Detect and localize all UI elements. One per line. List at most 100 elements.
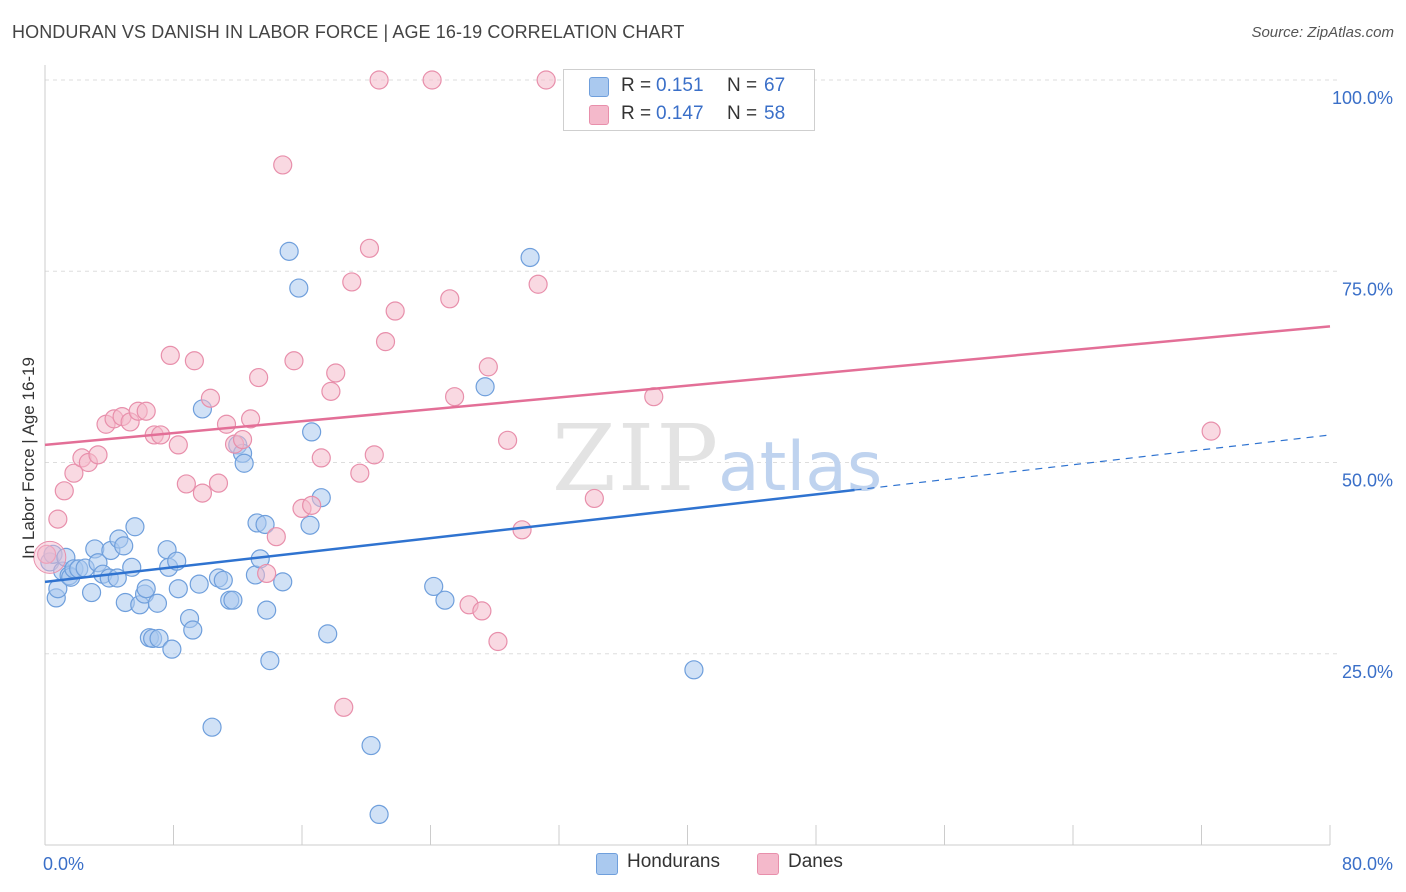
honduran-point (369, 804, 389, 825)
danish-point (536, 70, 556, 90)
danish-point (472, 601, 492, 621)
honduran-point (520, 247, 540, 268)
honduran-point (300, 515, 320, 535)
honduran-point (475, 377, 495, 397)
trend-layer (44, 325, 1331, 584)
danish-point (257, 563, 277, 584)
honduran-point (223, 590, 243, 610)
danish-point (136, 401, 156, 421)
y-axis-label: In Labor Force | Age 16-19 (19, 357, 38, 559)
bottom-legend-swatch-blue (596, 853, 618, 875)
watermark-zip: ZIP (552, 405, 720, 512)
honduran-point (318, 624, 338, 644)
y-tick-label: 25.0% (1342, 662, 1393, 682)
legend-r-label: R = (621, 75, 652, 96)
danish-point (1201, 421, 1221, 441)
danish-point (184, 351, 204, 371)
y-tick-label: 50.0% (1342, 471, 1393, 491)
honduran-point (435, 590, 455, 610)
legend-r-label: R = (621, 103, 652, 124)
danish-point (168, 435, 188, 455)
legend-swatch-blue (589, 77, 609, 97)
danish-point (48, 509, 68, 529)
honduran-point (125, 517, 145, 537)
honduran-point (279, 241, 299, 261)
danish-point (528, 274, 548, 294)
honduran-point (147, 593, 168, 613)
legend-n-value: 58 (764, 103, 786, 124)
danish-point (64, 463, 84, 483)
honduran-trend-extension (854, 434, 1331, 491)
honduran-point (136, 579, 156, 599)
danish-point (334, 697, 354, 717)
danish-point (498, 430, 518, 450)
honduran-point (162, 639, 182, 659)
source-credit: Source: ZipAtlas.com (1251, 24, 1394, 41)
danish-point (232, 429, 253, 450)
danish-point (584, 488, 604, 509)
zipatlas-watermark: ZIP atlas (552, 405, 882, 512)
danish-point (208, 473, 229, 493)
danish-point (364, 445, 384, 465)
danish-point (444, 387, 465, 407)
bottom-legend-label: Hondurans (627, 851, 720, 872)
danish-point (321, 381, 341, 401)
legend-swatch-pink (589, 105, 609, 125)
honduran-point (260, 651, 280, 671)
y-tick-label: 75.0% (1342, 279, 1393, 299)
danish-point (478, 357, 498, 377)
legend-r-value: 0.151 (656, 75, 704, 96)
danish-trend-line (44, 325, 1331, 447)
danish-point (422, 70, 442, 90)
honduran-point (255, 514, 275, 535)
danish-point (284, 351, 304, 371)
honduran-point (234, 453, 254, 473)
honduran-point (424, 576, 444, 597)
danish-point (342, 272, 362, 292)
honduran-point (202, 717, 222, 737)
danish-point (369, 70, 389, 90)
legend-r-value: 0.147 (656, 103, 704, 124)
honduran-point (213, 570, 233, 590)
danish-point (249, 367, 269, 388)
honduran-point (302, 422, 322, 442)
x-tick-label: 80.0% (1342, 854, 1393, 874)
honduran-point (149, 628, 169, 649)
danish-point (216, 414, 237, 434)
danish-point (326, 363, 346, 383)
legend-n-value: 67 (764, 75, 786, 96)
honduran-point (114, 536, 134, 556)
legend-n-label: N = (727, 75, 758, 96)
points-layer (33, 70, 1221, 825)
tick-labels: 25.0% 50.0% 75.0% 100.0% 0.0% 80.0% (43, 88, 1393, 874)
chart-title: HONDURAN VS DANISH IN LABOR FORCE | AGE … (12, 22, 685, 42)
bottom-legend-swatch-pink (757, 853, 779, 875)
danish-point (241, 409, 261, 429)
axis-layer (44, 65, 1331, 846)
honduran-point (289, 278, 309, 298)
danish-point (200, 388, 221, 408)
danish-point (176, 474, 196, 494)
grid-layer (45, 79, 1340, 655)
danish-point (512, 520, 532, 540)
honduran-point (257, 600, 277, 620)
danish-point (54, 481, 74, 501)
honduran-point (189, 574, 209, 594)
danish-point (488, 631, 508, 652)
danish-point-cluster (33, 540, 67, 574)
danish-point (273, 155, 293, 175)
correlation-legend: R = 0.151 N = 67 R = 0.147 N = 58 (563, 69, 815, 131)
honduran-point (168, 579, 188, 599)
danish-point (359, 238, 380, 258)
honduran-trend-line (44, 488, 855, 584)
danish-point (192, 483, 213, 503)
danish-point (160, 345, 180, 365)
danish-point (375, 332, 396, 352)
honduran-point (81, 582, 102, 603)
danish-point (302, 495, 322, 515)
honduran-point (361, 735, 381, 756)
honduran-point (183, 620, 203, 640)
legend-n-label: N = (727, 103, 758, 124)
danish-point (88, 445, 108, 465)
